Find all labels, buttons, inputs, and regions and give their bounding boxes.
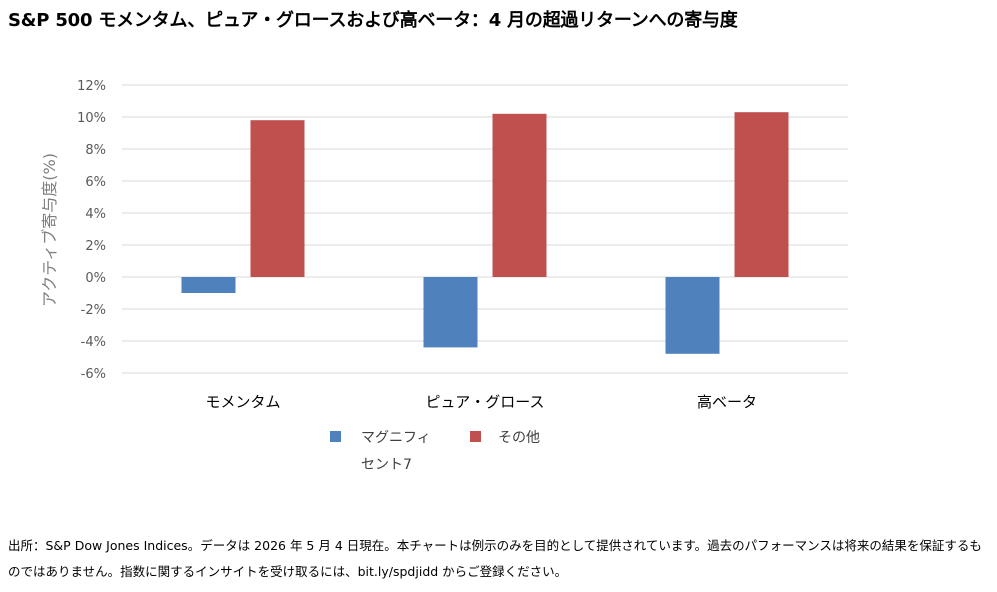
legend-label-magnificent7-line1: マグニフィ <box>361 430 431 446</box>
bar-others <box>492 113 547 277</box>
bar-magnificent7 <box>181 277 236 293</box>
bar-magnificent7 <box>423 277 478 348</box>
y-tick-label: -6% <box>81 367 106 382</box>
legend-label-magnificent7-line2: セント7 <box>361 457 412 473</box>
y-axis-label: アクティブ寄与度(%) <box>40 153 59 307</box>
bar-magnificent7 <box>665 277 720 354</box>
bar-others <box>734 112 789 277</box>
legend-swatch-others <box>470 431 481 442</box>
x-category-label: モメンタム <box>205 393 280 411</box>
y-tick-label: -2% <box>81 303 106 318</box>
legend-swatch-magnificent7 <box>330 431 341 442</box>
y-tick-label: 12% <box>77 79 106 94</box>
y-tick-label: 6% <box>85 175 106 190</box>
bar-others <box>250 120 305 277</box>
y-tick-label: 4% <box>85 207 106 222</box>
legend-label-others: その他 <box>498 430 540 446</box>
x-category-label: ピュア・グロース <box>426 393 545 411</box>
x-category-label: 高ベータ <box>697 393 757 411</box>
y-tick-label: 0% <box>85 271 106 286</box>
y-tick-label: 10% <box>77 111 106 126</box>
y-tick-label: 8% <box>85 143 106 158</box>
chart-title: S&P 500 モメンタム、ピュア・グロースおよび高ベータ：4 月の超過リターン… <box>8 10 738 31</box>
source-footnote: 出所：S&P Dow Jones Indices。データは 2026 年 5 月… <box>8 538 982 579</box>
y-tick-label: -4% <box>81 335 106 350</box>
y-tick-label: 2% <box>85 239 106 254</box>
bar-chart: 12% 10% 8% 6% 4% 2% 0% -2% -4% -6% アクティブ寄与度(%) モメンタ… <box>40 79 848 473</box>
